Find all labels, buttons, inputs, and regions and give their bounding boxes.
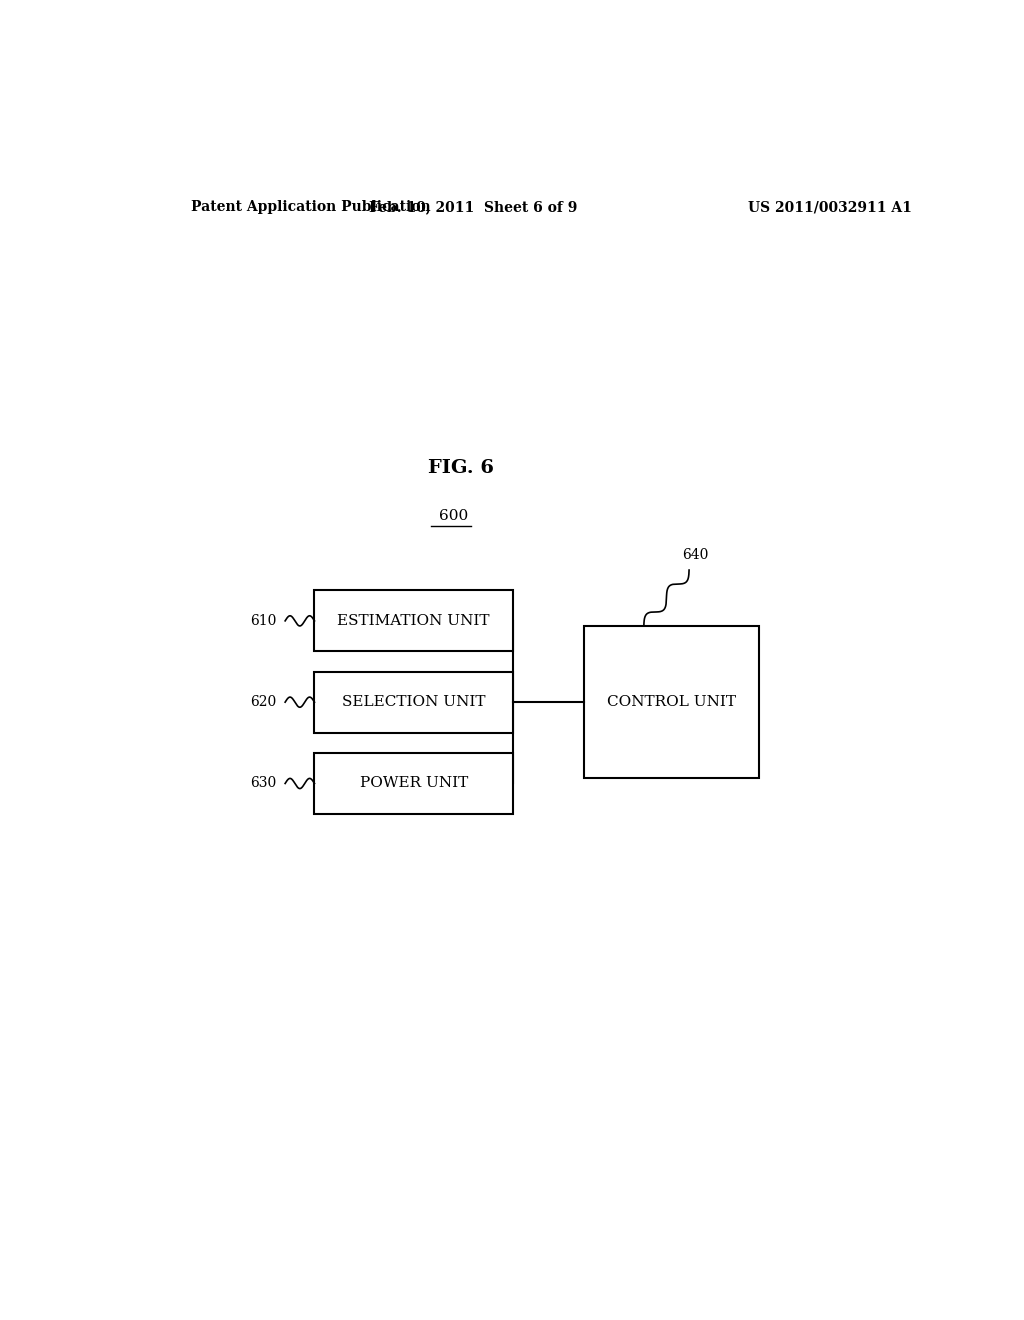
FancyBboxPatch shape [585,626,759,779]
Text: SELECTION UNIT: SELECTION UNIT [342,696,485,709]
Text: Patent Application Publication: Patent Application Publication [191,201,431,214]
Text: 600: 600 [438,510,468,523]
Text: 620: 620 [250,696,276,709]
Text: CONTROL UNIT: CONTROL UNIT [607,696,736,709]
Text: POWER UNIT: POWER UNIT [359,776,468,791]
FancyBboxPatch shape [314,752,513,814]
FancyBboxPatch shape [314,590,513,651]
Text: 640: 640 [682,548,709,562]
Text: ESTIMATION UNIT: ESTIMATION UNIT [338,614,489,628]
Text: FIG. 6: FIG. 6 [428,459,495,478]
Text: US 2011/0032911 A1: US 2011/0032911 A1 [749,201,912,214]
Text: 630: 630 [250,776,276,791]
FancyBboxPatch shape [314,672,513,733]
Text: Feb. 10, 2011  Sheet 6 of 9: Feb. 10, 2011 Sheet 6 of 9 [369,201,578,214]
Text: 610: 610 [250,614,276,628]
